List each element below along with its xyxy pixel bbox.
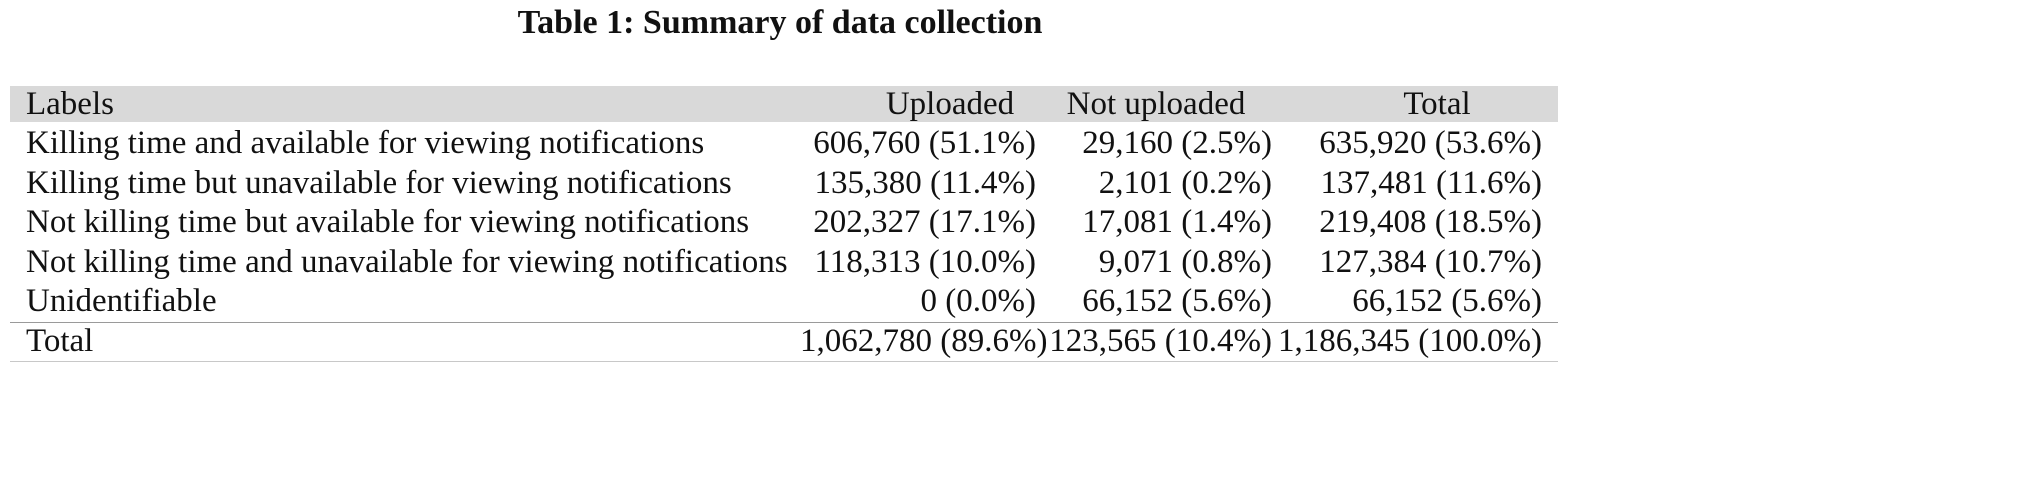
row-total: 127,384 (10.7%) xyxy=(1319,243,1542,280)
table-row: Killing time but unavailable for viewing… xyxy=(10,164,1558,204)
table-header-row: Labels Uploaded Not uploaded Total xyxy=(10,86,1558,122)
row-total: 219,408 (18.5%) xyxy=(1319,204,1542,241)
row-label: Killing time but unavailable for viewing… xyxy=(26,164,732,201)
header-total: Total xyxy=(1403,85,1471,122)
row-total: 137,481 (11.6%) xyxy=(1320,164,1543,201)
row-total: 635,920 (53.6%) xyxy=(1319,125,1542,162)
row-label: Not killing time but available for viewi… xyxy=(26,204,750,241)
header-uploaded: Uploaded xyxy=(885,85,1015,122)
row-uploaded: 202,327 (17.1%) xyxy=(813,204,1036,241)
total-not-uploaded: 123,565 (10.4%) xyxy=(1049,323,1272,359)
row-not-uploaded: 2,101 (0.2%) xyxy=(1098,164,1272,201)
row-label: Unidentifiable xyxy=(26,283,217,320)
row-uploaded: 135,380 (11.4%) xyxy=(814,164,1037,201)
header-labels: Labels xyxy=(26,85,114,122)
row-not-uploaded: 29,160 (2.5%) xyxy=(1082,125,1272,162)
header-not-uploaded: Not uploaded xyxy=(1066,85,1246,122)
data-collection-table: Labels Uploaded Not uploaded Total Killi… xyxy=(10,86,1558,362)
table-row: Not killing time and unavailable for vie… xyxy=(10,243,1558,283)
row-uploaded: 118,313 (10.0%) xyxy=(814,243,1037,280)
table-total-row: Total 1,062,780 (89.6%) 123,565 (10.4%) … xyxy=(10,321,1558,362)
total-total: 1,186,345 (100.0%) xyxy=(1278,323,1542,359)
table-row: Killing time and available for viewing n… xyxy=(10,124,1558,164)
table-body: Killing time and available for viewing n… xyxy=(10,122,1558,322)
row-uploaded: 0 (0.0%) xyxy=(920,283,1036,320)
table-row: Unidentifiable 0 (0.0%) 66,152 (5.6%) 66… xyxy=(10,282,1558,322)
row-label: Killing time and available for viewing n… xyxy=(26,125,705,162)
row-label: Not killing time and unavailable for vie… xyxy=(26,243,788,280)
total-uploaded: 1,062,780 (89.6%) xyxy=(800,323,1048,359)
row-not-uploaded: 17,081 (1.4%) xyxy=(1082,204,1272,241)
row-total: 66,152 (5.6%) xyxy=(1352,283,1542,320)
table-row: Not killing time but available for viewi… xyxy=(10,203,1558,243)
table-caption: Table 1: Summary of data collection xyxy=(517,4,1043,41)
row-uploaded: 606,760 (51.1%) xyxy=(813,125,1036,162)
row-not-uploaded: 66,152 (5.6%) xyxy=(1082,283,1272,320)
row-not-uploaded: 9,071 (0.8%) xyxy=(1098,243,1272,280)
total-label: Total xyxy=(26,323,94,359)
